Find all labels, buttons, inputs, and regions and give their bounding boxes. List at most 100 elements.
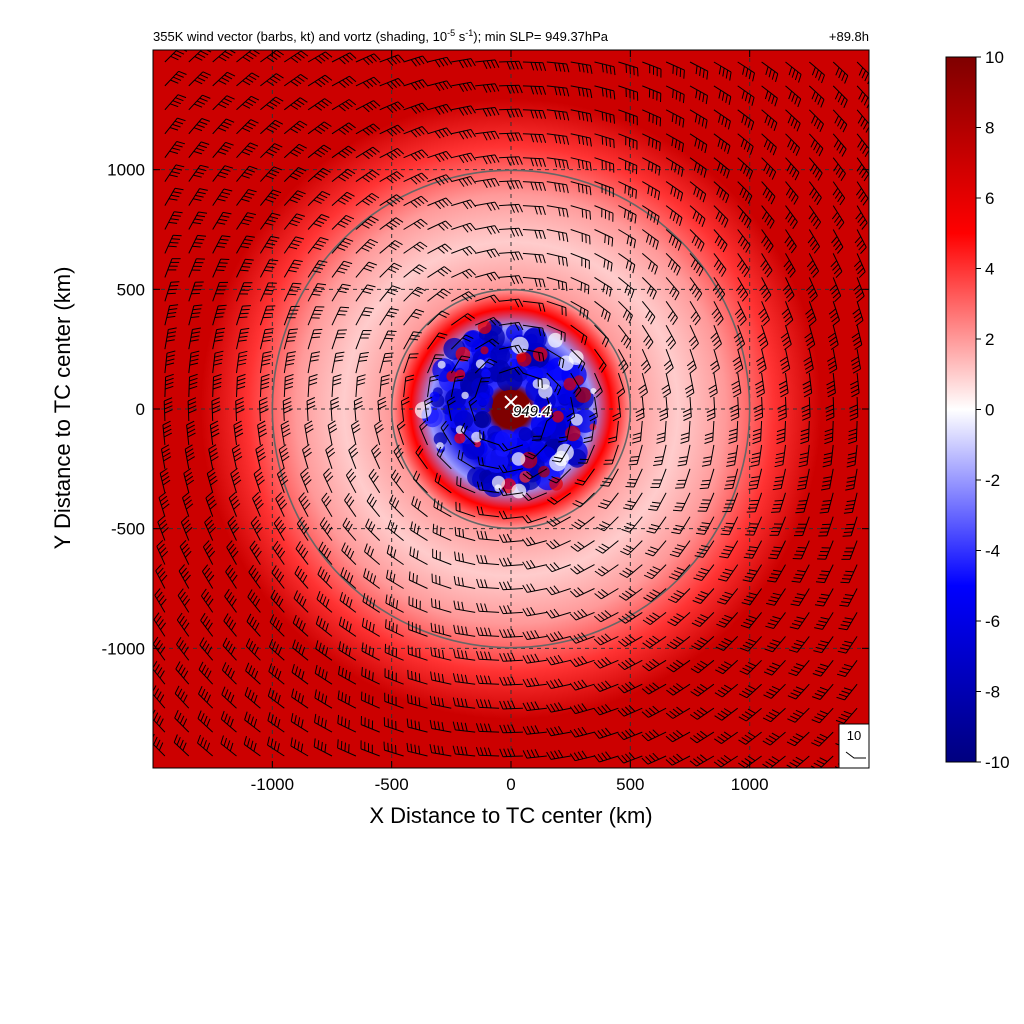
barb-shaft (546, 61, 567, 65)
wind-barb (468, 396, 478, 422)
barb-feather (722, 67, 725, 77)
barb-feather (499, 629, 504, 638)
barb-feather (801, 404, 810, 409)
wind-barb (164, 304, 179, 326)
barb-feather (748, 638, 757, 643)
barb-feather (636, 416, 645, 422)
barb-feather (816, 736, 825, 742)
barb-feather (538, 352, 541, 361)
barb-feather (197, 234, 207, 237)
barb-feather (696, 551, 706, 555)
wind-barb (475, 723, 500, 733)
barb-feather (815, 145, 821, 154)
vorticity-cell (455, 369, 466, 380)
wind-barb (173, 734, 190, 757)
barb-feather (274, 668, 279, 677)
barb-feather (438, 153, 445, 161)
barb-feather (362, 153, 370, 160)
barb-feather (172, 100, 181, 105)
barb-feather (786, 319, 794, 326)
barb-feather (370, 215, 379, 221)
barb-feather (461, 452, 464, 461)
wind-barb (427, 374, 439, 398)
wind-barb (690, 707, 715, 720)
barb-feather (617, 686, 625, 694)
barb-feather (506, 61, 511, 70)
wind-barb (323, 468, 334, 494)
barb-feather (293, 590, 298, 599)
barb-feather (261, 377, 270, 382)
barb-shaft (502, 707, 523, 710)
wind-barb (338, 665, 357, 685)
barb-feather (249, 165, 258, 170)
barb-shaft (499, 251, 520, 254)
wind-barb (386, 569, 404, 589)
barb-feather (648, 731, 656, 738)
barb-feather (701, 479, 711, 482)
barb-feather (822, 480, 832, 483)
barb-feather (338, 105, 346, 112)
barb-feather (791, 580, 801, 583)
wind-barb (522, 181, 546, 191)
barb-feather (776, 436, 785, 441)
wind-barb (569, 750, 595, 762)
barb-feather (817, 172, 823, 181)
barb-feather (791, 69, 796, 78)
wind-barb (307, 351, 321, 374)
wind-barb (665, 277, 680, 301)
barb-feather (172, 191, 182, 194)
barb-feather (283, 401, 292, 406)
wind-barb (618, 277, 635, 299)
barb-feather (790, 669, 800, 674)
barb-feather (241, 308, 250, 311)
barb-shaft (179, 546, 190, 565)
barb-feather (728, 452, 737, 455)
barb-shaft (407, 726, 428, 733)
barb-feather (208, 444, 217, 450)
barb-feather (700, 567, 710, 572)
barb-feather (693, 688, 702, 695)
barb-feather (269, 614, 275, 623)
barb-feather (672, 755, 680, 762)
barb-feather (249, 142, 259, 147)
barb-feather (759, 311, 767, 319)
barb-feather (464, 650, 468, 660)
barb-shaft (600, 611, 619, 623)
barb-feather (668, 576, 678, 581)
barb-feather (784, 287, 791, 295)
wind-barb (618, 61, 639, 77)
barb-feather (314, 713, 317, 723)
barb-feather (278, 574, 285, 583)
barb-feather (175, 73, 184, 78)
wind-barb (704, 420, 715, 444)
barb-feather (741, 90, 745, 99)
barb-feather (735, 283, 743, 292)
barb-shaft (594, 61, 615, 68)
barb-feather (156, 591, 163, 599)
barb-feather (291, 219, 300, 224)
barb-shaft (808, 301, 817, 321)
barb-feather (682, 94, 685, 104)
barb-feather (729, 72, 732, 81)
barb-feather (341, 126, 350, 133)
barb-feather (480, 482, 484, 491)
barb-feather (198, 211, 208, 214)
wind-barb (719, 540, 739, 559)
barb-shaft (455, 729, 476, 733)
wind-barb (737, 157, 754, 180)
barb-feather (692, 343, 699, 350)
barb-feather (413, 312, 422, 316)
barb-feather (303, 475, 311, 483)
barb-shaft (665, 109, 685, 120)
barb-feather (618, 595, 627, 601)
barb-feather (522, 561, 528, 570)
barb-feather (248, 665, 253, 674)
barb-feather (598, 546, 607, 552)
wind-barb (259, 328, 274, 350)
barb-feather (340, 287, 349, 290)
barb-shaft (432, 556, 452, 566)
wind-barb (641, 682, 667, 695)
barb-feather (234, 424, 243, 430)
barb-feather (738, 762, 746, 768)
barb-feather (362, 290, 372, 294)
